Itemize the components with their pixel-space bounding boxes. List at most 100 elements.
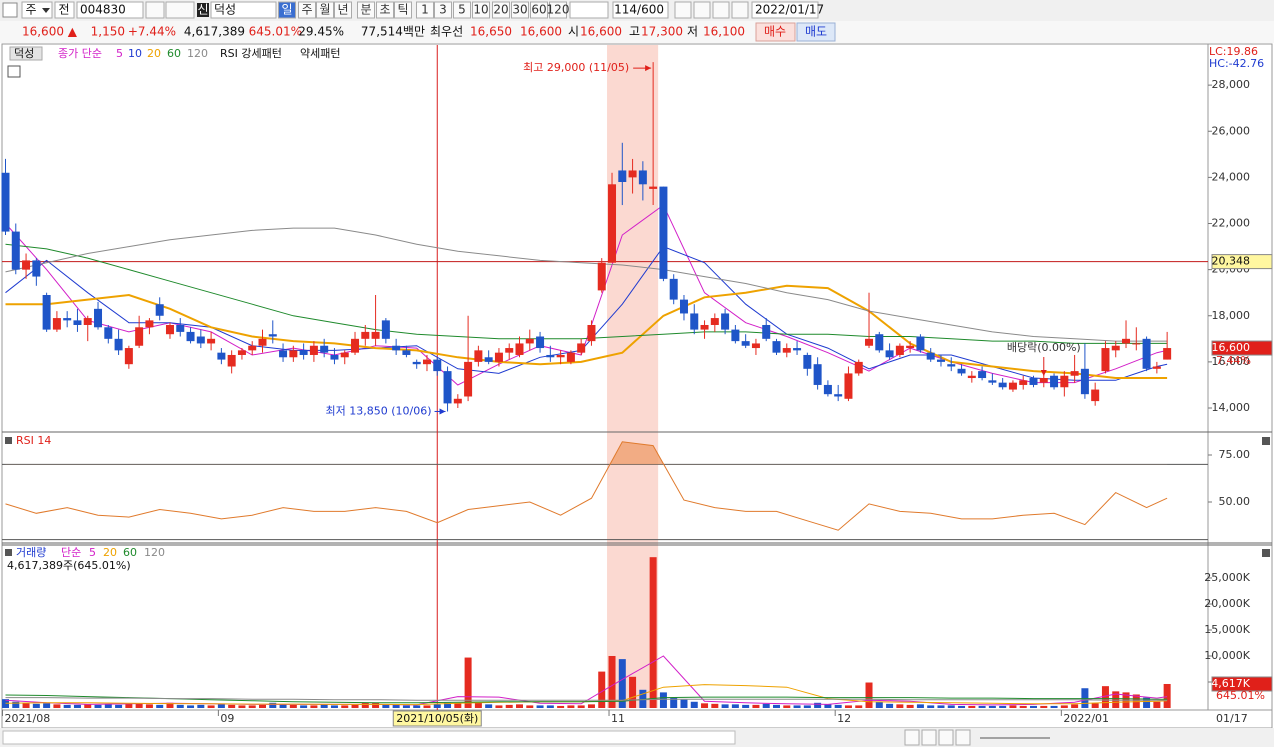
volume-bar [1071,704,1079,708]
price: 16,600 ▲ [22,25,78,39]
adjust-button[interactable] [54,1,75,19]
period-button[interactable] [434,1,452,19]
candle-body [176,324,185,332]
volume-bar [392,704,400,708]
tick-label: 28,000 [1212,78,1251,91]
period-button[interactable] [472,1,490,19]
sound-button[interactable] [165,1,195,19]
volume-bar [762,703,770,708]
candle-body [1008,382,1017,390]
period-button[interactable] [549,1,567,19]
legend-ma: 10 [128,47,142,60]
candle-body [237,350,246,355]
crosshair-date-box [392,710,482,727]
candle-body [268,334,277,337]
period-button[interactable] [357,1,375,19]
volume-bar [988,705,996,708]
settings-button[interactable] [731,1,749,19]
search-button[interactable] [145,1,165,19]
period-label: 1 [421,3,429,17]
x-tick-label: 12 [837,712,851,725]
panel-icon[interactable] [7,65,21,78]
volume-ma-line [5,697,1168,701]
period-button[interactable] [453,1,471,19]
candle-body [906,345,915,349]
panel-close[interactable] [1262,549,1270,557]
candle-body [289,350,298,358]
period-button[interactable] [298,1,316,19]
volume-bar [978,705,986,708]
code-input[interactable] [76,1,144,19]
period-button[interactable] [530,1,548,19]
candle-body [638,170,647,185]
period-type-select[interactable] [21,1,53,19]
period-label: 5 [458,3,466,17]
scroll-button[interactable] [955,729,971,746]
candle-body [998,382,1007,388]
tool-button[interactable] [674,1,692,19]
volume-bar [505,704,513,708]
candle-body [1039,378,1048,383]
scroll-track[interactable] [2,730,736,745]
stop-button[interactable] [938,729,954,746]
crosshair-price: 20,348 [1212,255,1251,268]
period-button[interactable] [511,1,529,19]
period-label: 일 [281,3,292,17]
scroll-button[interactable] [904,729,920,746]
candle-body [608,184,617,263]
volume-bar [279,704,287,708]
candle-body [32,260,41,277]
buy-button[interactable] [755,22,796,42]
save-button[interactable] [712,1,730,19]
date-input[interactable] [751,1,819,19]
volume-bar [1163,683,1171,708]
volume-bar [618,659,626,708]
count-input[interactable] [612,1,669,19]
volume-rate: 645.01% [249,25,302,39]
scroll-button[interactable] [921,729,937,746]
period-button[interactable] [334,1,352,19]
period-button[interactable] [492,1,510,19]
volume-bar [43,703,51,708]
volume-bar [865,682,873,708]
legend-ma: 60 [167,47,181,60]
menu-button[interactable] [2,2,18,18]
tick-label: 22,000 [1212,217,1251,230]
volume-bar [927,705,935,708]
last-volume-rate: 645.01% [1216,689,1265,702]
volume-bar [485,704,493,708]
period-button[interactable] [376,1,394,19]
volume-bar [773,704,780,708]
period-button[interactable] [278,1,296,19]
name-input[interactable] [210,1,277,19]
candle-body [967,375,976,379]
period-label: 주 [301,3,312,17]
period-select[interactable] [569,1,609,19]
volume-bar [207,705,215,708]
panel-close[interactable] [1262,437,1270,445]
volume-bar [680,699,688,708]
period-button[interactable] [316,1,334,19]
candle-body [1101,348,1110,372]
rsi-title: RSI 14 [16,434,51,447]
candle-body [165,324,174,335]
candle-body [566,352,575,362]
tool-button[interactable] [693,1,711,19]
legend-ma: 20 [147,47,161,60]
candle-body [422,359,431,365]
volume-bar [464,657,472,708]
period-button[interactable] [394,1,412,19]
volume-bar [341,705,349,708]
panel-icon [5,549,12,556]
volume-bar [598,671,606,708]
volume-bar [135,703,143,708]
volume-bar [12,701,20,708]
candle-body [248,345,257,351]
open-label: 시 [568,25,579,39]
candle-body [587,324,596,342]
volume-bar [526,705,534,708]
sell-button[interactable] [796,22,836,42]
candle-body [351,338,360,353]
volume-bar [855,705,863,708]
period-button[interactable] [416,1,434,19]
